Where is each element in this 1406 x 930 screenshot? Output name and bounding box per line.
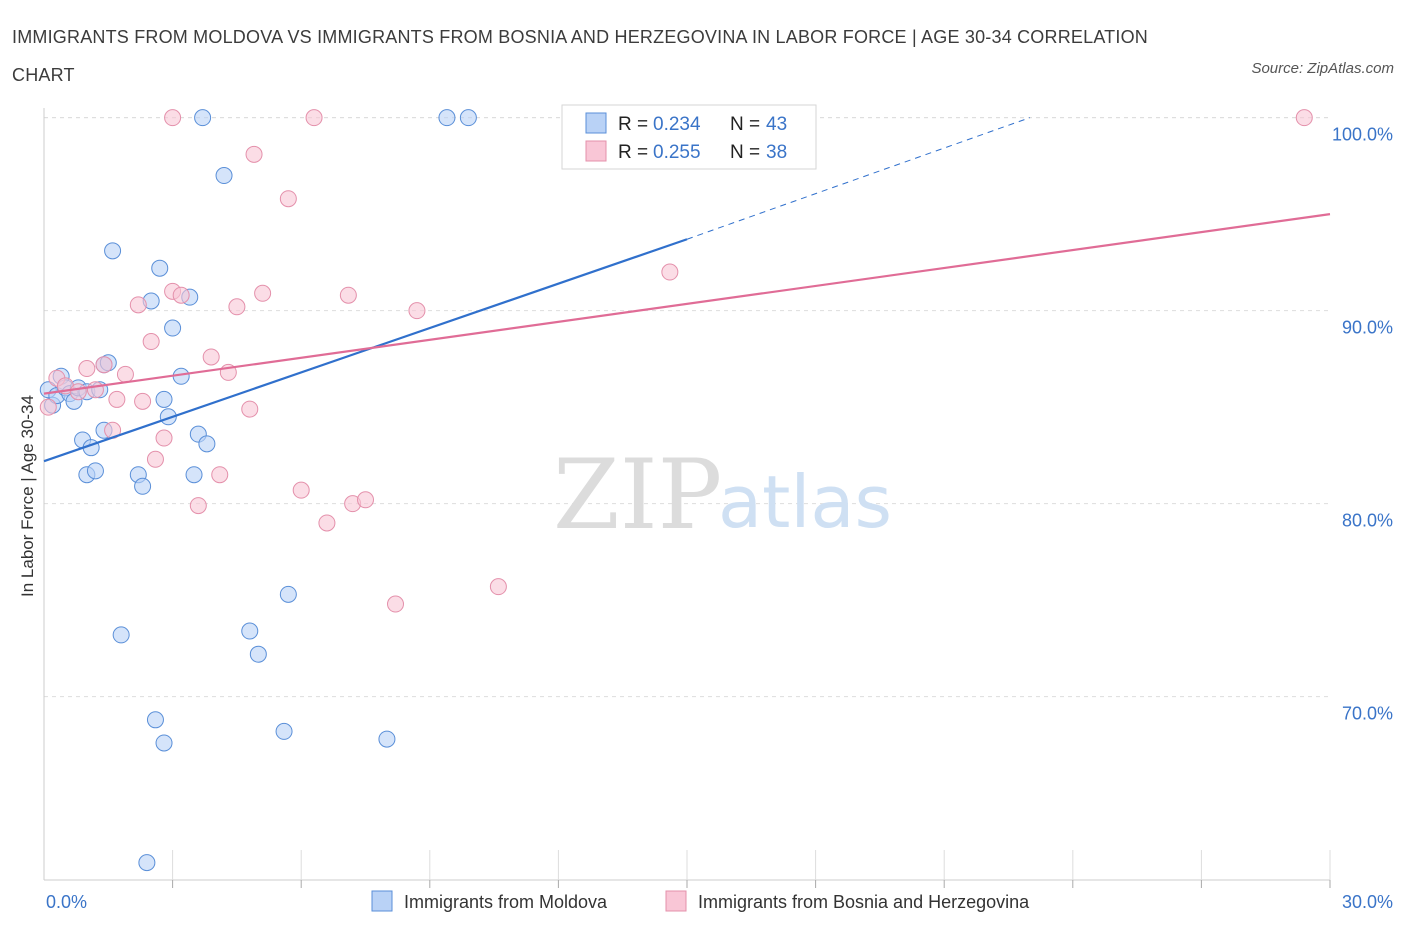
bosnia-point [95,356,113,374]
chart-title: IMMIGRANTS FROM MOLDOVA VS IMMIGRANTS FR… [12,27,1148,85]
legend-series: Immigrants from Moldova Immigrants from B… [371,890,1030,912]
legend-n-label: N = [730,114,760,135]
moldova-point [155,734,173,752]
bosnia-point [305,109,323,127]
x-tick-label-max: 30.0% [1342,892,1393,912]
bosnia-point [69,383,87,401]
watermark-zip: ZIP [553,439,722,551]
legend-series-name: Immigrants from Bosnia and Herzegovina [698,892,1030,912]
bosnia-point [164,109,182,127]
moldova-point [194,109,212,127]
legend-swatch [585,140,607,162]
bosnia-point [292,481,310,499]
bosnia-point [172,286,190,304]
bosnia-point [661,263,679,281]
moldova-point [164,319,182,337]
y-tick-label: 100.0% [1332,125,1393,145]
moldova-point [134,477,152,495]
moldova-trend-line [43,238,688,463]
moldova-point [151,259,169,277]
axes [43,108,1331,888]
source-label: Source: ZipAtlas.com [1251,60,1394,77]
bosnia-point [189,497,207,515]
moldova-point [279,585,297,603]
watermark: ZIP atlas [553,439,892,551]
legend-swatch [585,112,607,134]
bosnia-point [339,286,357,304]
series-bosnia-points [39,109,1313,613]
bosnia-point [78,360,96,378]
bosnia-point [142,333,160,351]
legend-n-value: 38 [766,142,787,163]
bosnia-point [318,514,336,532]
y-tick-label: 80.0% [1342,511,1393,531]
bosnia-point [108,390,126,408]
bosnia-point [146,450,164,468]
legend-r-value: 0.234 [653,114,701,135]
tick-labels: 70.0% 80.0% 90.0% 100.0% 0.0% 30.0% [46,125,1393,912]
trend-lines [43,117,1331,463]
bosnia-trend-line [43,213,1331,395]
legend-series-swatch [665,890,687,912]
moldova-point [138,854,156,872]
moldova-trend-extension [686,117,1031,240]
gridlines [44,117,1330,698]
moldova-point [249,645,267,663]
moldova-point [146,711,164,729]
series-moldova-points [39,109,477,872]
bosnia-point [387,595,405,613]
moldova-point [86,462,104,480]
bosnia-point [254,284,272,302]
moldova-point [438,109,456,127]
moldova-point [104,242,122,260]
moldova-point [215,167,233,185]
moldova-point [155,390,173,408]
legend-r-label: R = [618,142,648,163]
moldova-point [459,109,477,127]
legend-series-swatch [371,890,393,912]
bosnia-point [408,302,426,320]
bosnia-point [116,365,134,383]
bosnia-point [129,296,147,314]
y-tick-label: 70.0% [1342,704,1393,724]
bosnia-point [279,190,297,208]
bosnia-point [357,491,374,509]
bosnia-point [86,381,104,399]
y-tick-label: 90.0% [1342,318,1393,338]
legend-r-value: 0.255 [653,142,701,163]
moldova-point [378,730,396,748]
bosnia-point [228,298,246,316]
legend-n-value: 43 [766,114,787,135]
bosnia-point [245,145,263,163]
x-tick-label-min: 0.0% [46,892,87,912]
bosnia-point [155,429,173,447]
legend-stats: R = 0.234 N = 43 R = 0.255 N = 38 [561,104,817,170]
bosnia-point [241,400,259,418]
moldova-point [112,626,130,644]
bosnia-point [489,578,507,596]
legend-n-label: N = [730,142,760,163]
moldova-point [198,435,216,453]
legend-r-label: R = [618,114,648,135]
bosnia-point [1295,109,1313,127]
legend-series-name: Immigrants from Moldova [404,892,608,912]
bosnia-point [134,392,152,410]
watermark-atlas: atlas [718,460,892,544]
moldova-point [185,466,203,484]
moldova-point [241,622,259,640]
bosnia-point [39,398,57,416]
moldova-point [275,722,293,740]
bosnia-point [202,348,220,366]
bosnia-point [211,466,229,484]
